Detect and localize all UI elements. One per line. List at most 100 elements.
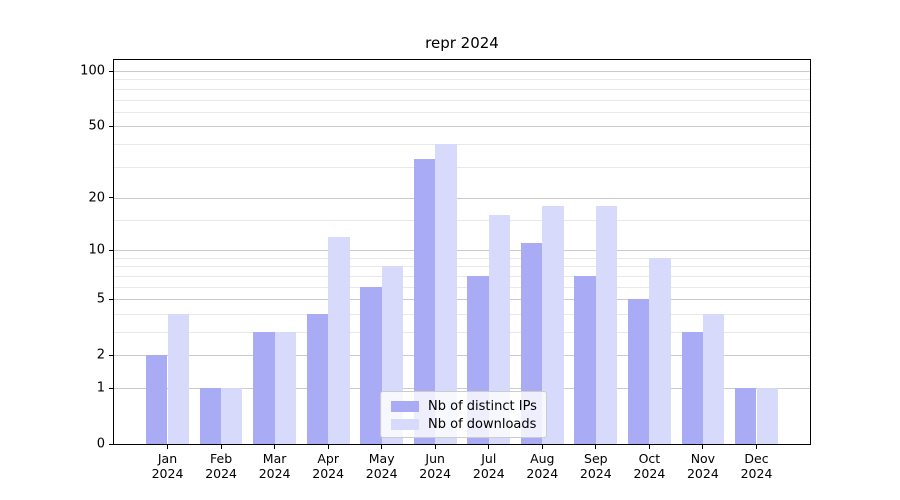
legend-label-distinct-ips: Nb of distinct IPs xyxy=(428,398,537,414)
x-tick-label-jan: Jan 2024 xyxy=(138,451,198,481)
major-gridline xyxy=(114,388,810,389)
y-tick-label: 20 xyxy=(88,190,105,206)
bar-oct-distinct-ips xyxy=(628,299,650,444)
minor-gridline xyxy=(114,286,810,288)
minor-gridline xyxy=(114,332,810,333)
legend-row-distinct-ips: Nb of distinct IPs xyxy=(391,397,538,415)
x-tick-year: 2024 xyxy=(579,466,612,481)
x-tick-mark xyxy=(434,445,436,449)
y-tick-label: 50 xyxy=(88,118,105,134)
minor-gridline xyxy=(114,257,810,259)
x-tick-label-may: May 2024 xyxy=(352,451,412,481)
x-tick-year: 2024 xyxy=(312,466,345,481)
x-tick-mark xyxy=(541,445,543,449)
x-tick-year: 2024 xyxy=(686,466,719,481)
minor-gridline xyxy=(114,111,810,113)
legend-label-downloads: Nb of downloads xyxy=(428,416,537,432)
bar-sep-distinct-ips xyxy=(574,275,596,444)
major-gridline xyxy=(114,250,810,252)
bar-jul-downloads xyxy=(488,215,511,444)
grid-layer xyxy=(114,60,810,444)
minor-gridline xyxy=(114,313,810,315)
major-gridline xyxy=(114,71,810,72)
legend: Nb of distinct IPs Nb of downloads xyxy=(380,391,547,438)
x-tick-mark xyxy=(648,445,650,449)
minor-gridline xyxy=(114,275,810,277)
bar-feb-downloads xyxy=(221,388,243,444)
x-tick-year: 2024 xyxy=(526,466,559,481)
y-tick-mark xyxy=(109,125,113,127)
bar-layer xyxy=(114,60,810,444)
y-tick-mark xyxy=(109,249,113,251)
bar-nov-distinct-ips xyxy=(681,332,703,444)
bar-jan-downloads xyxy=(167,313,189,444)
y-tick-mark xyxy=(109,354,113,356)
x-tick-year: 2024 xyxy=(205,466,237,481)
bar-jan-distinct-ips xyxy=(146,355,168,444)
x-tick-mark xyxy=(220,445,222,449)
bar-dec-distinct-ips xyxy=(735,388,757,444)
x-tick-year: 2024 xyxy=(633,466,666,481)
major-gridline xyxy=(114,126,810,128)
x-tick-label-jul: Jul 2024 xyxy=(459,451,519,481)
bar-nov-downloads xyxy=(702,313,725,444)
legend-swatch-downloads xyxy=(391,418,419,430)
y-tick-mark xyxy=(109,197,113,199)
bar-sep-downloads xyxy=(595,206,618,444)
y-tick-label: 1 xyxy=(96,380,105,396)
x-tick-mark xyxy=(167,445,168,449)
bar-oct-downloads xyxy=(649,257,671,444)
x-tick-year: 2024 xyxy=(258,466,291,481)
x-tick-year: 2024 xyxy=(365,466,398,481)
bar-may-distinct-ips xyxy=(360,286,382,444)
minor-gridline xyxy=(114,99,810,101)
y-tick-label: 2 xyxy=(96,347,105,363)
bar-apr-downloads xyxy=(328,236,350,444)
minor-gridline xyxy=(114,79,810,81)
x-tick-label-mar: Mar 2024 xyxy=(245,451,305,481)
x-tick-year: 2024 xyxy=(151,466,184,481)
x-tick-year: 2024 xyxy=(740,466,773,481)
x-tick-mark xyxy=(327,445,329,449)
major-gridline xyxy=(114,299,810,301)
y-tick-mark xyxy=(109,70,113,72)
plot-area: Nb of distinct IPs Nb of downloads xyxy=(113,59,811,445)
y-tick-label: 0 xyxy=(96,436,105,452)
x-tick-label-dec: Dec 2024 xyxy=(727,451,787,481)
bar-mar-downloads xyxy=(274,332,296,444)
minor-gridline xyxy=(114,266,810,268)
x-tick-mark xyxy=(595,445,597,449)
bar-apr-distinct-ips xyxy=(306,313,329,444)
x-tick-label-oct: Oct 2024 xyxy=(619,451,679,481)
x-tick-label-aug: Aug 2024 xyxy=(512,451,572,481)
bar-jun-distinct-ips xyxy=(413,159,436,444)
bar-mar-distinct-ips xyxy=(253,332,275,444)
x-tick-mark xyxy=(381,445,383,449)
minor-gridline xyxy=(114,88,810,90)
y-tick-mark xyxy=(109,298,113,300)
legend-swatch-distinct-ips xyxy=(391,400,419,412)
major-gridline xyxy=(114,355,810,357)
x-tick-mark xyxy=(702,445,704,449)
bar-dec-downloads xyxy=(756,388,778,444)
y-tick-mark xyxy=(109,443,113,445)
bar-aug-downloads xyxy=(542,206,564,444)
minor-gridline xyxy=(114,166,810,168)
x-tick-label-apr: Apr 2024 xyxy=(298,451,358,481)
bar-jun-downloads xyxy=(435,143,457,444)
y-tick-label: 100 xyxy=(80,63,105,79)
y-tick-label: 10 xyxy=(88,242,105,258)
x-tick-year: 2024 xyxy=(472,466,505,481)
legend-row-downloads: Nb of downloads xyxy=(391,415,538,433)
bar-feb-distinct-ips xyxy=(199,388,222,444)
x-tick-label-feb: Feb 2024 xyxy=(191,451,251,481)
x-tick-label-nov: Nov 2024 xyxy=(673,451,733,481)
x-tick-label-sep: Sep 2024 xyxy=(566,451,626,481)
x-tick-mark xyxy=(488,445,490,449)
x-tick-mark xyxy=(274,445,276,449)
x-tick-label-jun: Jun 2024 xyxy=(405,451,465,481)
x-tick-year: 2024 xyxy=(419,466,452,481)
y-tick-mark xyxy=(109,387,113,389)
minor-gridline xyxy=(114,219,810,221)
